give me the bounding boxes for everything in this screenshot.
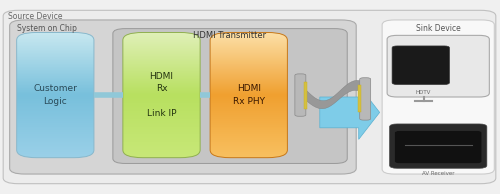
FancyBboxPatch shape — [382, 20, 494, 174]
Polygon shape — [306, 80, 360, 109]
FancyBboxPatch shape — [113, 29, 347, 164]
FancyBboxPatch shape — [387, 35, 490, 97]
Text: HDTV: HDTV — [416, 90, 431, 95]
Text: HDMI
Rx PHY: HDMI Rx PHY — [233, 84, 265, 106]
FancyBboxPatch shape — [295, 74, 306, 116]
Text: Customer
Logic: Customer Logic — [34, 84, 77, 106]
FancyBboxPatch shape — [360, 78, 370, 120]
Polygon shape — [320, 85, 380, 139]
FancyBboxPatch shape — [3, 10, 496, 184]
FancyBboxPatch shape — [304, 82, 307, 109]
FancyBboxPatch shape — [10, 20, 356, 174]
Text: HDMI
Rx

Link IP: HDMI Rx Link IP — [146, 72, 176, 118]
FancyBboxPatch shape — [358, 85, 360, 112]
Text: System on Chip: System on Chip — [16, 24, 76, 33]
Text: Source Device: Source Device — [8, 12, 62, 21]
FancyBboxPatch shape — [392, 46, 450, 84]
FancyBboxPatch shape — [394, 131, 482, 164]
Text: Sink Device: Sink Device — [416, 24, 461, 33]
Text: AV Receiver: AV Receiver — [422, 171, 454, 176]
Text: HDMI Transmitter: HDMI Transmitter — [194, 30, 266, 40]
FancyBboxPatch shape — [390, 124, 487, 168]
